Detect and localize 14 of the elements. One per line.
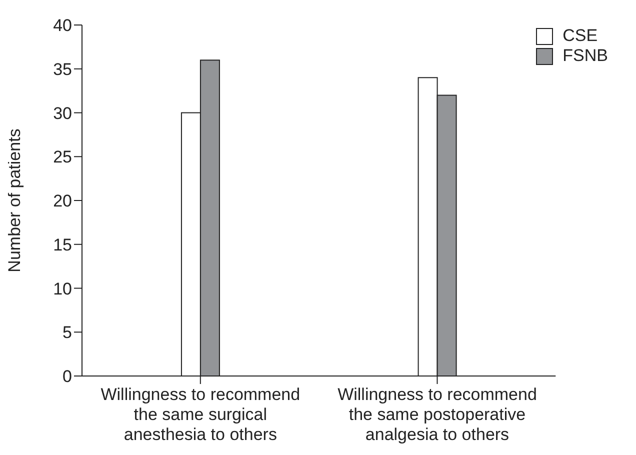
x-tick-label: Willingness to recommend the same postoperative analgesia to others bbox=[338, 385, 537, 444]
y-tick-label: 10 bbox=[53, 279, 72, 298]
y-tick-label: 0 bbox=[62, 367, 72, 386]
x-tick-label: Willingness to recommend the same surgical anesthesia to others bbox=[100, 385, 300, 444]
y-tick-label: 20 bbox=[53, 192, 72, 211]
legend-label: FSNB bbox=[562, 46, 608, 66]
y-tick-label: 40 bbox=[53, 16, 72, 36]
y-tick-label: 5 bbox=[62, 323, 72, 342]
y-tick-label: 25 bbox=[53, 148, 72, 167]
legend-label: CSE bbox=[562, 26, 598, 46]
y-tick-label: 30 bbox=[53, 104, 72, 123]
y-tick-label: 35 bbox=[53, 60, 72, 79]
y-axis-title: Number of patients bbox=[5, 128, 24, 272]
y-tick-label: 15 bbox=[53, 235, 72, 254]
